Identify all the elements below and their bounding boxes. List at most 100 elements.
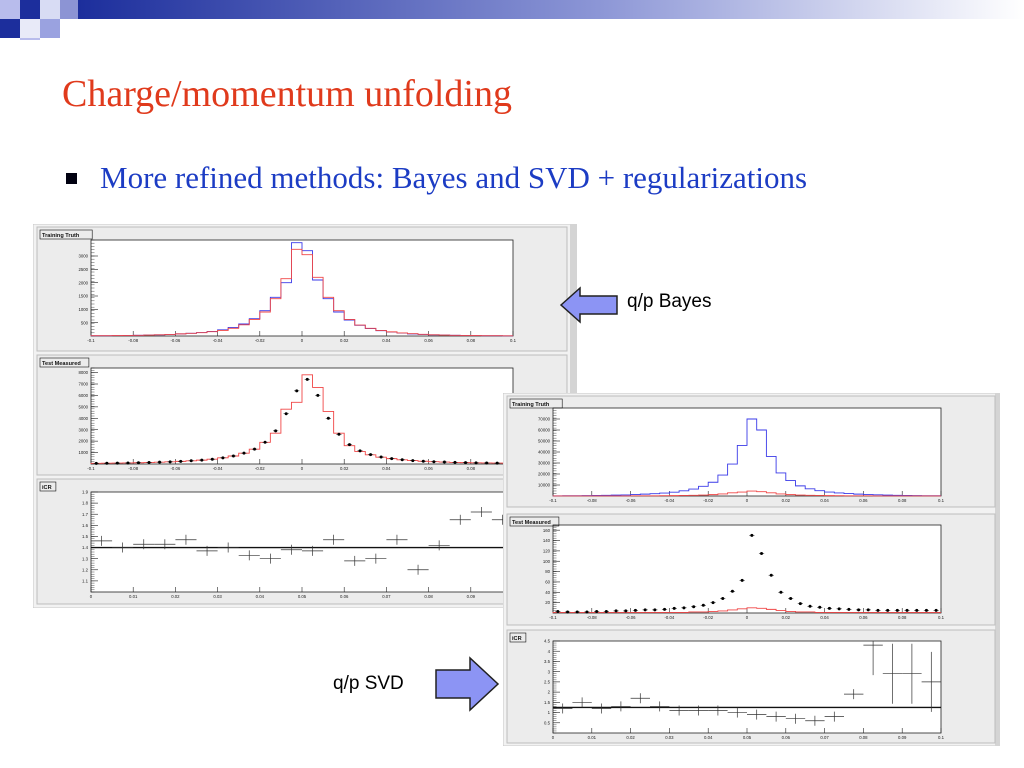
deco-square — [20, 0, 40, 19]
x-tick-label: 0.05 — [743, 735, 752, 740]
x-tick-label: 0.08 — [467, 466, 476, 471]
y-tick-label: 1.2 — [82, 567, 89, 572]
y-tick-label: 1000 — [78, 450, 88, 455]
reco-histogram — [552, 607, 941, 613]
plot-label: Training Truth — [42, 233, 80, 239]
plot-label-box — [509, 632, 527, 643]
svd-callout-label: q/p SVD — [333, 673, 404, 694]
y-tick-label: 140 — [543, 538, 551, 543]
x-tick-label: -0.1 — [87, 466, 95, 471]
x-tick-label: 0.04 — [820, 498, 829, 503]
x-tick-label: -0.02 — [703, 498, 713, 503]
deco-square — [40, 0, 60, 19]
plot-panel: Training Truth 500 1000 1500 2000 2500 3000 -0.… — [36, 226, 568, 352]
x-tick-label: -0.06 — [626, 615, 636, 620]
y-tick-label: 3000 — [78, 427, 88, 432]
bayes-callout-label: q/p Bayes — [627, 291, 712, 312]
y-tick-label: 30000 — [538, 461, 551, 466]
plot-panel: Test Measured 1000 2000 3000 4000 5000 6000 700… — [36, 354, 568, 476]
x-tick-label: -0.06 — [626, 498, 636, 503]
x-tick-label: 0.02 — [340, 338, 349, 343]
deco-square — [0, 0, 20, 19]
x-tick-label: 0.1 — [510, 338, 517, 343]
y-tick-label: 8000 — [78, 370, 88, 375]
plot-label: iCR — [42, 485, 52, 491]
y-tick-label: 6000 — [78, 393, 88, 398]
y-tick-label: 1.9 — [82, 490, 89, 495]
x-tick-label: 0 — [90, 594, 93, 599]
plot-label-box — [509, 398, 563, 409]
y-tick-label: 1.1 — [82, 578, 89, 583]
x-tick-label: -0.04 — [665, 615, 675, 620]
x-tick-label: 0.09 — [467, 594, 476, 599]
svd-arrow-icon — [435, 656, 500, 712]
plot-panel: iCR 1.1 1.2 1.3 1.4 1.5 1.6 1.7 1.8 1.9 0 0.01 0.02 0… — [36, 478, 568, 605]
y-tick-label: 60 — [545, 580, 550, 585]
y-tick-label: 2.5 — [544, 679, 551, 684]
y-tick-label: 10000 — [538, 483, 551, 488]
x-tick-label: -0.06 — [171, 466, 181, 471]
plot-panel: Test Measured 20 40 60 80 100 120 140 160 -0.1 -0.… — [506, 513, 996, 626]
reco-histogram — [552, 490, 941, 497]
y-tick-label: 1500 — [78, 294, 88, 299]
x-tick-label: 0.02 — [626, 735, 635, 740]
x-tick-label: 0.04 — [704, 735, 713, 740]
x-tick-label: -0.02 — [703, 615, 713, 620]
y-tick-label: 120 — [543, 548, 551, 553]
deco-square — [60, 0, 78, 19]
y-tick-label: 3 — [548, 669, 551, 674]
x-tick-label: 0 — [552, 735, 555, 740]
header-gradient-bar — [78, 0, 1024, 19]
y-tick-label: 1.7 — [82, 512, 89, 517]
y-tick-label: 4000 — [78, 416, 88, 421]
bayes-plot-canvas: Training Truth50010001500200025003000-0.… — [33, 224, 577, 608]
x-tick-label: -0.1 — [549, 498, 557, 503]
y-tick-label: 100 — [543, 559, 551, 564]
x-tick-label: 0.08 — [898, 498, 907, 503]
x-tick-label: 0.05 — [298, 594, 307, 599]
truth-histogram — [552, 418, 941, 497]
y-tick-label: 1.5 — [544, 700, 551, 705]
x-tick-label: 0 — [301, 338, 304, 343]
x-tick-label: 0.08 — [859, 735, 868, 740]
plot-label-box — [509, 516, 560, 527]
x-tick-label: -0.02 — [255, 338, 265, 343]
y-tick-label: 1.8 — [82, 501, 89, 506]
canvas-scroll-edge — [995, 393, 1000, 746]
y-tick-label: 60000 — [538, 428, 551, 433]
x-tick-label: -0.04 — [213, 466, 223, 471]
x-tick-label: -0.08 — [587, 498, 597, 503]
y-tick-label: 1.4 — [82, 545, 89, 550]
svd-plot-canvas: Training Truth10000200003000040000500006… — [503, 393, 1000, 746]
y-tick-label: 1.3 — [82, 556, 89, 561]
y-tick-label: 1.5 — [82, 534, 89, 539]
plot-frame — [552, 640, 942, 734]
x-tick-label: 0.07 — [820, 735, 829, 740]
x-tick-label: 0.01 — [588, 735, 597, 740]
x-tick-label: 0.06 — [424, 466, 433, 471]
x-tick-label: 0 — [301, 466, 304, 471]
x-tick-label: 0.03 — [213, 594, 222, 599]
deco-square — [20, 38, 40, 40]
plot-label: Training Truth — [512, 402, 550, 408]
y-tick-label: 2000 — [78, 280, 88, 285]
y-tick-label: 160 — [543, 528, 551, 533]
x-tick-label: 0.1 — [938, 615, 945, 620]
x-tick-label: -0.04 — [665, 498, 675, 503]
plot-label: Test Measured — [512, 520, 551, 526]
deco-square — [20, 19, 40, 38]
x-tick-label: -0.06 — [171, 338, 181, 343]
y-tick-label: 2000 — [78, 439, 88, 444]
plot-panel: Training Truth 10000 20000 30000 40000 50000 6… — [506, 395, 996, 508]
y-tick-label: 3000 — [78, 254, 88, 259]
plot-label-box — [39, 357, 90, 368]
slide-title: Charge/momentum unfolding — [62, 73, 512, 115]
plot-label: Test Measured — [42, 361, 81, 367]
header-decoration — [0, 0, 1024, 40]
deco-square — [0, 19, 20, 38]
bullet-square-icon — [66, 172, 77, 184]
plot-frame — [90, 239, 514, 337]
x-tick-label: 0.08 — [898, 615, 907, 620]
bayes-arrow-icon — [559, 286, 618, 324]
x-tick-label: -0.08 — [587, 615, 597, 620]
